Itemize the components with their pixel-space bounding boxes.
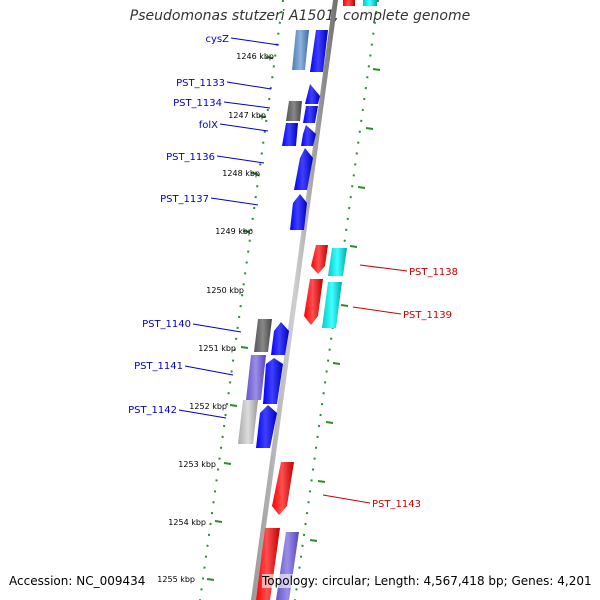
map-title: Pseudomonas stutzeri A1501, complete gen…	[129, 8, 471, 24]
gene-cysZ-grey	[292, 30, 309, 70]
gene-PST_1133	[305, 84, 320, 104]
left-leader-lines	[178, 37, 280, 419]
gene-PST_1141	[263, 358, 283, 404]
gene-PST_1140-grey	[254, 319, 272, 352]
kbp-tick-label: 1250 kbp	[206, 286, 244, 295]
gene-label-PST_1134: PST_1134	[173, 98, 222, 109]
gene-label-cysZ: cysZ	[206, 34, 230, 45]
gene-label-PST_1141: PST_1141	[134, 361, 183, 372]
gene-label-PST_1137: PST_1137	[160, 194, 209, 205]
gene-PST_1142	[256, 405, 277, 448]
gene-PST_1134-grey	[286, 101, 302, 121]
genome-backbone	[251, 0, 338, 600]
kbp-tick-labels: 1246 kbp 1247 kbp 1248 kbp 1249 kbp 1250 kbp…	[157, 52, 274, 584]
gene-PST_1137	[290, 194, 307, 230]
kbp-tick-label: 1246 kbp	[236, 52, 274, 61]
gene-PST_1136	[294, 148, 313, 190]
kbp-tick-label: 1251 kbp	[198, 344, 236, 353]
gene-PST_1138-cyan	[328, 248, 347, 276]
gene-cysZ	[310, 30, 328, 72]
gene-label-PST_1143: PST_1143	[372, 499, 421, 510]
gene-label-PST_1140: PST_1140	[142, 319, 191, 330]
ring-ticks	[206, 56, 381, 581]
genome-info-label: Topology: circular; Length: 4,567,418 bp…	[262, 574, 592, 588]
gene-PST_1143	[272, 462, 294, 515]
kbp-tick-label: 1255 kbp	[157, 575, 195, 584]
feature-top-red	[343, 0, 355, 6]
gene-label-PST_1133: PST_1133	[176, 78, 225, 89]
gene-PST_1141-purple	[246, 355, 266, 400]
right-leader-lines	[322, 264, 408, 504]
gene-PST_1138-red	[311, 245, 328, 274]
feature-top-cyan	[363, 0, 377, 6]
kbp-tick-label: 1253 kbp	[178, 460, 216, 469]
gene-folX-b	[301, 125, 316, 146]
gene-label-PST_1138: PST_1138	[409, 267, 458, 278]
accession-label: Accession: NC_009434	[9, 574, 146, 588]
gene-label-PST_1139: PST_1139	[403, 310, 452, 321]
kbp-tick-label: 1249 kbp	[215, 227, 253, 236]
gene-PST_1140	[271, 322, 289, 355]
kbp-tick-label: 1252 kbp	[189, 402, 227, 411]
gene-PST_1142-grey	[238, 400, 258, 444]
outer-dotted-ring-left	[199, 0, 284, 600]
outer-dotted-ring-right	[294, 0, 379, 600]
gene-label-folX: folX	[199, 120, 218, 131]
kbp-tick-label: 1254 kbp	[168, 518, 206, 527]
gene-label-PST_1136: PST_1136	[166, 152, 215, 163]
kbp-tick-label: 1247 kbp	[228, 111, 266, 120]
gene-folX-a	[282, 123, 298, 146]
kbp-tick-label: 1248 kbp	[222, 169, 260, 178]
gene-PST_1139-red	[304, 279, 323, 325]
gene-label-PST_1142: PST_1142	[128, 405, 177, 416]
gene-PST_1139-cyan	[322, 282, 342, 328]
gene-PST_1134	[303, 106, 318, 123]
